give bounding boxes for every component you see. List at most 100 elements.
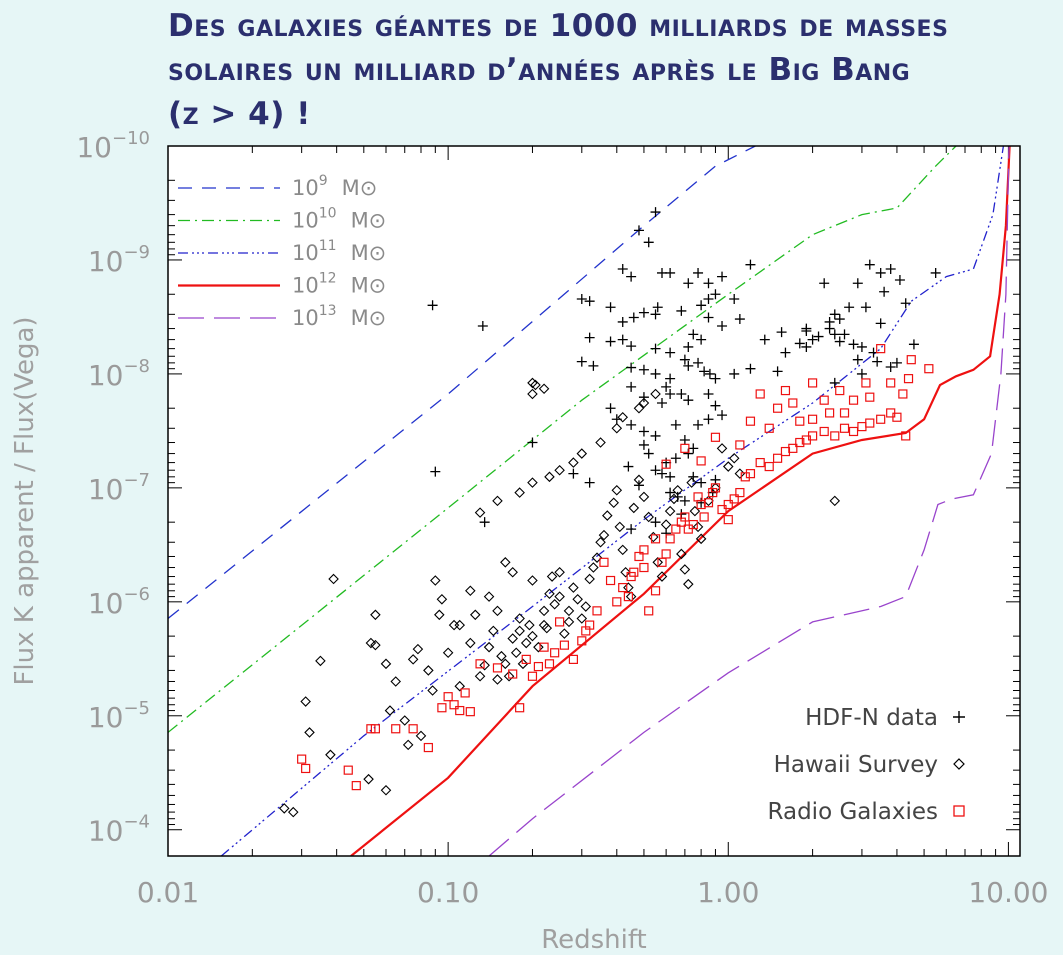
- hawaii-point: [660, 519, 672, 530]
- hdfn-point: [605, 403, 616, 414]
- radio-galaxy-point: [559, 640, 569, 650]
- radio-galaxy-point: [906, 355, 916, 365]
- hdfn-point: [745, 363, 756, 374]
- model-curve: [168, 146, 756, 620]
- radio-galaxy-point: [605, 575, 616, 586]
- radio-galaxy-point: [650, 586, 661, 596]
- hawaii-point: [454, 619, 466, 631]
- hawaii-point: [407, 654, 419, 665]
- hdfn-point: [872, 356, 883, 367]
- radio-galaxy-point: [680, 512, 690, 522]
- radio-galaxy-point: [634, 551, 644, 562]
- hawaii-point: [278, 803, 290, 814]
- radio-galaxy-point: [848, 395, 859, 405]
- radio-galaxy-point: [696, 456, 706, 466]
- hawaii-point: [602, 510, 613, 521]
- hawaii-point: [676, 548, 687, 560]
- hdfn-point: [780, 347, 791, 358]
- hawaii-point: [465, 637, 476, 649]
- hdfn-point: [605, 302, 616, 313]
- hdfn-point: [626, 341, 637, 352]
- hdfn-point: [617, 263, 628, 274]
- hdfn-point: [626, 362, 637, 373]
- legend-label: 1010 M⊙: [292, 206, 386, 233]
- hdfn-point: [643, 237, 654, 248]
- radio-galaxy-point: [626, 571, 636, 582]
- hawaii-point: [563, 616, 575, 628]
- hawaii-point: [380, 784, 392, 796]
- hawaii-point: [617, 544, 629, 556]
- hdfn-point: [717, 271, 728, 282]
- radio-galaxy-point: [745, 416, 756, 426]
- hawaii-point: [580, 601, 592, 612]
- hawaii-point: [527, 575, 538, 586]
- hawaii-point: [664, 505, 676, 517]
- hawaii-point: [514, 613, 525, 624]
- hdfn-point: [813, 331, 824, 342]
- hdfn-point: [656, 468, 667, 479]
- hawaii-point: [692, 521, 704, 533]
- radio-galaxy-point: [550, 648, 560, 658]
- radio-galaxy-point: [876, 414, 886, 424]
- y-tick-label: 10−8: [88, 356, 150, 392]
- legend-label: 1013 M⊙: [292, 303, 386, 330]
- hdfn-point: [638, 426, 649, 437]
- hdfn-point: [794, 338, 805, 349]
- radio-galaxy-point: [370, 724, 381, 734]
- x-tick-label: 10.00: [968, 876, 1048, 909]
- radio-galaxy-point: [903, 374, 914, 384]
- hdfn-point: [856, 368, 867, 379]
- hdfn-point: [703, 293, 714, 304]
- hdfn-point: [650, 368, 661, 379]
- hdfn-point: [717, 321, 728, 332]
- hawaii-point: [370, 609, 381, 621]
- radio-galaxy-point: [699, 512, 709, 522]
- hawaii-point: [544, 588, 555, 600]
- radio-galaxy-point: [839, 423, 850, 433]
- radio-galaxy-point: [650, 534, 661, 544]
- radio-galaxy-point: [892, 412, 902, 422]
- radio-galaxy-point: [555, 617, 565, 627]
- hdfn-point: [638, 307, 649, 318]
- hawaii-point: [829, 495, 841, 507]
- x-tick-labels: 0.01 0.10 1.00 10.00: [137, 876, 1049, 909]
- hdfn-point: [844, 302, 855, 313]
- hawaii-point: [465, 585, 476, 597]
- y-tick-label: 10−6: [88, 584, 150, 620]
- radio-galaxy-point: [876, 344, 886, 354]
- radio-galaxy-point: [924, 364, 934, 374]
- hawaii-point: [686, 477, 697, 488]
- hawaii-point: [304, 727, 315, 738]
- hawaii-point: [492, 495, 503, 507]
- hdfn-point: [759, 334, 770, 345]
- radio-galaxy-point: [539, 642, 549, 652]
- hawaii-point: [533, 641, 544, 653]
- radio-galaxy-point: [723, 499, 733, 510]
- hdfn-point: [683, 341, 694, 352]
- hdfn-point: [875, 267, 886, 278]
- hawaii-point: [559, 628, 570, 639]
- y-tick-label: 10−5: [88, 698, 150, 734]
- hawaii-point: [549, 598, 560, 610]
- hdfn-point: [617, 316, 628, 327]
- radio-galaxy-point: [735, 440, 745, 450]
- hdfn-point: [605, 336, 616, 347]
- hawaii-point: [300, 696, 311, 707]
- radio-galaxy-point: [644, 606, 654, 616]
- hdfn-point: [834, 336, 845, 347]
- hawaii-point: [554, 464, 565, 476]
- radio-galaxy-point: [680, 443, 690, 453]
- radio-galaxy-point: [819, 426, 829, 437]
- hdfn-point: [626, 381, 637, 392]
- hdfn-point: [661, 381, 672, 392]
- radio-galaxy-point: [661, 459, 671, 469]
- radio-galaxy-point: [437, 703, 447, 713]
- hdfn-point: [638, 392, 649, 403]
- hdfn-point: [879, 286, 890, 297]
- hdfn-point: [665, 373, 676, 384]
- data-points: [278, 207, 941, 818]
- title-line-1: Des galaxies géantes de 1000 milliards d…: [168, 8, 949, 44]
- hawaii-point: [530, 379, 541, 391]
- hdfn-point: [665, 487, 676, 498]
- radio-galaxy-point: [612, 597, 622, 607]
